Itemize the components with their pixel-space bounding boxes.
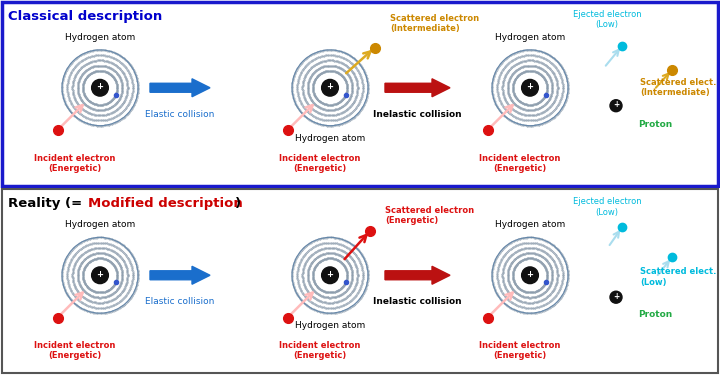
Text: +: + [96,82,104,91]
Text: −: − [114,92,118,97]
Text: −: − [343,92,348,97]
Text: Elastic collision: Elastic collision [145,110,215,119]
Text: Incident electron
(Energetic): Incident electron (Energetic) [480,341,561,360]
Circle shape [521,267,539,284]
Circle shape [91,80,109,96]
Text: Scattered elect...
(Intermediate): Scattered elect... (Intermediate) [640,78,720,97]
Text: +: + [526,270,534,279]
Circle shape [322,267,338,284]
Text: +: + [613,292,619,301]
Text: +: + [613,100,619,109]
FancyArrow shape [385,266,450,284]
FancyArrow shape [150,79,210,97]
Text: Hydrogen atom: Hydrogen atom [295,134,365,142]
Text: Inelastic collision: Inelastic collision [373,297,462,306]
Text: +: + [96,270,104,279]
Text: Ejected electron
(Low): Ejected electron (Low) [572,198,642,217]
Text: Hydrogen atom: Hydrogen atom [65,220,135,230]
Circle shape [91,267,109,284]
Text: Hydrogen atom: Hydrogen atom [495,33,565,42]
Text: +: + [326,82,333,91]
Text: Scattered electron
(Energetic): Scattered electron (Energetic) [385,206,474,225]
Circle shape [610,100,622,112]
Text: Ejected electron
(Low): Ejected electron (Low) [572,10,642,29]
Text: Scattered elect...
(Low): Scattered elect... (Low) [640,267,720,286]
Text: Hydrogen atom: Hydrogen atom [495,220,565,230]
Circle shape [610,291,622,303]
Text: −: − [544,280,548,285]
Text: Reality (=: Reality (= [8,198,86,210]
Text: Classical description: Classical description [8,10,162,23]
Text: Incident electron
(Energetic): Incident electron (Energetic) [35,341,116,360]
Text: Incident electron
(Energetic): Incident electron (Energetic) [35,154,116,173]
Text: −: − [544,92,548,97]
FancyArrow shape [385,79,450,97]
Text: Incident electron
(Energetic): Incident electron (Energetic) [279,154,361,173]
Text: Inelastic collision: Inelastic collision [373,110,462,119]
Text: Hydrogen atom: Hydrogen atom [65,33,135,42]
Text: Incident electron
(Energetic): Incident electron (Energetic) [279,341,361,360]
Text: Hydrogen atom: Hydrogen atom [295,321,365,330]
Circle shape [521,80,539,96]
Text: Elastic collision: Elastic collision [145,297,215,306]
Text: Incident electron
(Energetic): Incident electron (Energetic) [480,154,561,173]
Text: Modified description: Modified description [88,198,243,210]
Text: Proton: Proton [638,120,672,129]
FancyArrow shape [150,266,210,284]
Text: Proton: Proton [638,310,672,319]
Text: ): ) [235,198,241,210]
Text: −: − [114,280,118,285]
Text: Scattered electron
(Intermediate): Scattered electron (Intermediate) [390,13,479,33]
Text: −: − [343,280,348,285]
Text: +: + [526,82,534,91]
Circle shape [322,80,338,96]
Text: +: + [326,270,333,279]
